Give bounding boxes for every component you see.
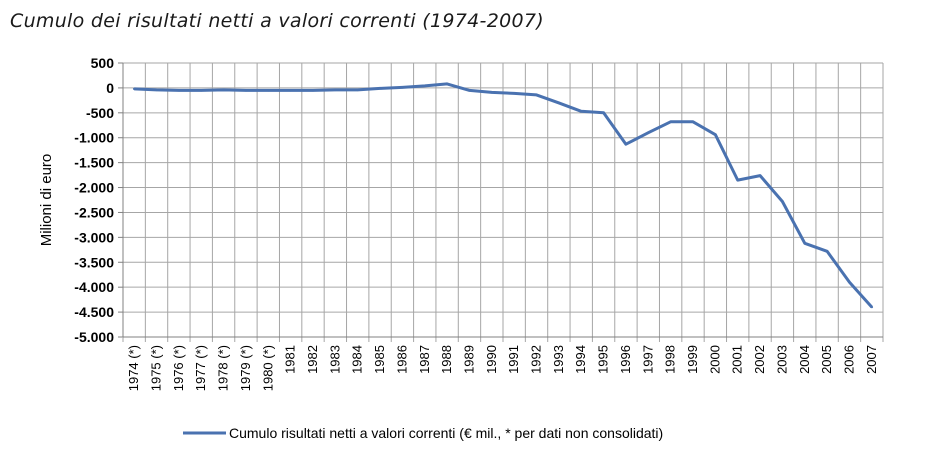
data-point: [535, 93, 538, 97]
y-tick-label: -4.500: [74, 304, 114, 320]
x-axis-ticks: 1974 (*) 1975 (*) 1976 (*) 1977 (*) 1978 (*)…: [126, 345, 879, 391]
data-point: [825, 250, 829, 253]
data-point: [289, 89, 292, 92]
data-point: [132, 87, 136, 91]
data-point: [512, 92, 516, 95]
x-tick-label: 2001: [730, 345, 745, 374]
x-tick-label: 1981: [283, 345, 298, 374]
x-tick-label: 1996: [618, 345, 633, 374]
data-point: [200, 89, 203, 92]
data-point: [222, 88, 225, 92]
y-tick-label: -2.500: [74, 204, 114, 220]
data-point: [781, 200, 784, 203]
x-tick-label: 1978 (*): [216, 345, 231, 391]
data-point: [602, 111, 605, 115]
x-tick-label: 1987: [417, 345, 432, 374]
x-tick-label: 1977 (*): [193, 345, 208, 391]
y-tick-label: -5.000: [74, 329, 114, 345]
x-tick-label: 1985: [372, 345, 387, 374]
data-point: [848, 281, 851, 284]
data-point: [669, 120, 672, 123]
legend-label: Cumulo risultati netti a valori correnti…: [229, 425, 663, 441]
x-tick-label: 1980 (*): [260, 345, 275, 391]
data-point: [714, 133, 717, 136]
x-tick-label: 2000: [707, 345, 722, 374]
legend: Cumulo risultati netti a valori correnti…: [183, 425, 663, 441]
y-axis-ticks: 500 0 -500 -1.000 -1.500 -2.000 -2.500 -3.000 -3…: [74, 55, 114, 345]
y-tick-label: -3.500: [74, 254, 114, 270]
data-point: [870, 305, 874, 309]
data-point: [647, 131, 650, 134]
y-tick-label: -500: [86, 105, 114, 121]
data-point: [378, 87, 382, 90]
x-tick-label: 1982: [305, 345, 320, 374]
x-tick-label: 2007: [864, 345, 879, 374]
series-line: [134, 82, 873, 309]
data-point: [736, 178, 739, 182]
x-tick-label: 1999: [685, 345, 700, 374]
data-point: [557, 101, 561, 105]
data-point: [356, 88, 359, 92]
chart-title: Cumulo dei risultati netti a valori corr…: [10, 10, 544, 32]
x-tick-label: 2003: [774, 345, 789, 374]
x-tick-label: 1975 (*): [149, 345, 164, 391]
y-tick-label: -4.000: [74, 279, 114, 295]
x-tick-label: 1976 (*): [171, 345, 186, 391]
data-point: [758, 174, 762, 177]
x-tick-label: 1983: [327, 345, 342, 374]
data-point: [624, 143, 628, 146]
x-tick-label: 1986: [394, 345, 409, 374]
data-point: [244, 89, 248, 92]
x-tick-label: 1984: [350, 345, 365, 374]
data-point: [691, 120, 695, 123]
x-tick-label: 1988: [439, 345, 454, 374]
x-tick-label: 1990: [484, 345, 499, 374]
data-point: [803, 242, 806, 245]
data-point: [490, 91, 494, 94]
data-point: [311, 89, 315, 92]
x-tick-label: 1991: [506, 345, 521, 374]
x-tick-label: 1994: [573, 345, 588, 374]
data-point: [177, 89, 181, 92]
x-tick-label: 1998: [663, 345, 678, 374]
grid-lines: [118, 62, 884, 342]
x-tick-label: 1989: [461, 345, 476, 374]
y-tick-label: 0: [106, 80, 114, 96]
y-tick-label: -1.500: [74, 155, 114, 171]
y-tick-label: 500: [91, 55, 115, 71]
x-tick-label: 2004: [797, 345, 812, 374]
y-tick-label: -3.000: [74, 229, 114, 245]
x-tick-label: 1974 (*): [126, 345, 141, 391]
y-tick-label: -2.000: [74, 180, 114, 196]
x-tick-label: 2002: [752, 345, 767, 374]
data-point: [468, 89, 471, 92]
y-tick-label: -1.000: [74, 130, 114, 146]
x-tick-label: 1992: [529, 345, 544, 374]
x-tick-label: 2006: [841, 345, 856, 374]
x-tick-label: 1995: [596, 345, 611, 374]
x-tick-label: 2005: [819, 345, 834, 374]
data-point: [445, 82, 449, 86]
y-axis-label: Milioni di euro: [38, 154, 55, 247]
data-point: [401, 86, 404, 89]
data-point: [267, 89, 270, 92]
data-point: [155, 88, 158, 92]
series-group: [132, 82, 874, 309]
x-tick-label: 1997: [640, 345, 655, 374]
data-point: [423, 84, 426, 88]
data-point: [334, 88, 337, 92]
x-tick-label: 1993: [551, 345, 566, 374]
x-tick-label: 1979 (*): [238, 345, 253, 391]
data-point: [580, 110, 583, 113]
